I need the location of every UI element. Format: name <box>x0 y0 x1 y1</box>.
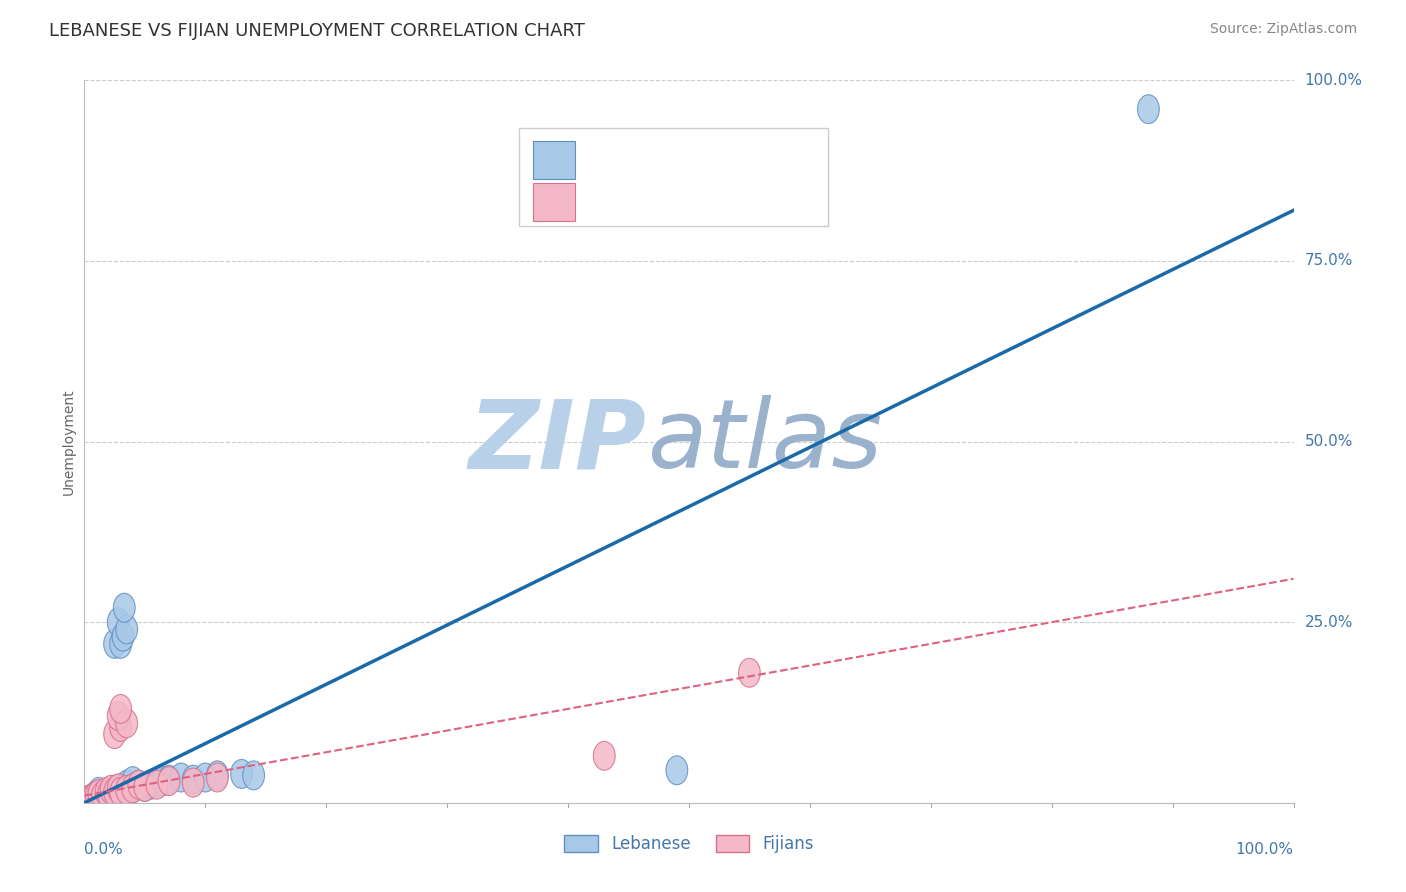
Text: Source: ZipAtlas.com: Source: ZipAtlas.com <box>1209 22 1357 37</box>
Ellipse shape <box>110 695 132 723</box>
Ellipse shape <box>738 658 761 687</box>
Ellipse shape <box>122 767 143 796</box>
Text: atlas: atlas <box>647 395 882 488</box>
Ellipse shape <box>97 780 120 808</box>
Ellipse shape <box>80 785 101 814</box>
Ellipse shape <box>115 778 138 806</box>
Ellipse shape <box>593 741 616 771</box>
Y-axis label: Unemployment: Unemployment <box>62 388 76 495</box>
Ellipse shape <box>104 775 125 805</box>
Ellipse shape <box>141 771 162 799</box>
Ellipse shape <box>89 778 110 806</box>
Ellipse shape <box>104 778 125 806</box>
Ellipse shape <box>96 778 117 806</box>
Ellipse shape <box>86 781 107 810</box>
Ellipse shape <box>107 778 129 806</box>
Ellipse shape <box>157 765 180 794</box>
Text: N = 33: N = 33 <box>695 148 758 166</box>
Ellipse shape <box>96 781 117 810</box>
Ellipse shape <box>107 607 129 637</box>
Ellipse shape <box>146 768 167 797</box>
Ellipse shape <box>110 630 132 658</box>
Ellipse shape <box>100 775 122 805</box>
Ellipse shape <box>104 720 125 748</box>
Ellipse shape <box>80 785 101 814</box>
Text: 50.0%: 50.0% <box>1305 434 1353 449</box>
Ellipse shape <box>112 623 134 651</box>
Ellipse shape <box>231 759 253 789</box>
Ellipse shape <box>110 774 132 803</box>
Ellipse shape <box>104 781 125 810</box>
Text: 75.0%: 75.0% <box>1305 253 1353 268</box>
Text: N = 21: N = 21 <box>695 190 756 208</box>
Ellipse shape <box>207 763 228 792</box>
Ellipse shape <box>134 772 156 801</box>
Ellipse shape <box>86 781 107 810</box>
Ellipse shape <box>110 713 132 741</box>
Ellipse shape <box>115 709 138 738</box>
Ellipse shape <box>183 768 204 797</box>
Ellipse shape <box>1137 95 1160 124</box>
Ellipse shape <box>83 782 105 812</box>
Ellipse shape <box>110 778 132 806</box>
Ellipse shape <box>100 780 122 808</box>
Ellipse shape <box>91 780 114 808</box>
Text: 100.0%: 100.0% <box>1236 842 1294 856</box>
Ellipse shape <box>152 767 174 796</box>
Ellipse shape <box>107 774 129 803</box>
Ellipse shape <box>134 772 156 801</box>
Text: 0.0%: 0.0% <box>84 842 124 856</box>
Ellipse shape <box>122 774 143 803</box>
Ellipse shape <box>115 771 138 799</box>
Ellipse shape <box>128 771 149 799</box>
Ellipse shape <box>170 763 193 792</box>
Ellipse shape <box>110 780 132 808</box>
Text: R = 0.381: R = 0.381 <box>589 190 681 208</box>
Ellipse shape <box>207 761 228 789</box>
Text: 25.0%: 25.0% <box>1305 615 1353 630</box>
Text: R = 0.761: R = 0.761 <box>589 148 681 166</box>
Ellipse shape <box>666 756 688 785</box>
Ellipse shape <box>115 615 138 644</box>
Ellipse shape <box>97 778 120 806</box>
Ellipse shape <box>146 771 167 799</box>
Ellipse shape <box>128 771 149 799</box>
Ellipse shape <box>107 702 129 731</box>
Ellipse shape <box>104 630 125 658</box>
Ellipse shape <box>114 593 135 622</box>
Ellipse shape <box>115 775 138 805</box>
Ellipse shape <box>97 782 120 812</box>
Text: ZIP: ZIP <box>468 395 647 488</box>
Ellipse shape <box>83 782 105 812</box>
Text: 100.0%: 100.0% <box>1305 73 1362 87</box>
Text: LEBANESE VS FIJIAN UNEMPLOYMENT CORRELATION CHART: LEBANESE VS FIJIAN UNEMPLOYMENT CORRELAT… <box>49 22 585 40</box>
Ellipse shape <box>89 780 110 808</box>
Legend: Lebanese, Fijians: Lebanese, Fijians <box>558 828 820 860</box>
Ellipse shape <box>157 767 180 796</box>
Ellipse shape <box>91 785 114 814</box>
Ellipse shape <box>194 763 217 792</box>
Ellipse shape <box>243 761 264 789</box>
Ellipse shape <box>122 774 143 803</box>
Ellipse shape <box>91 781 114 810</box>
Ellipse shape <box>183 765 204 794</box>
